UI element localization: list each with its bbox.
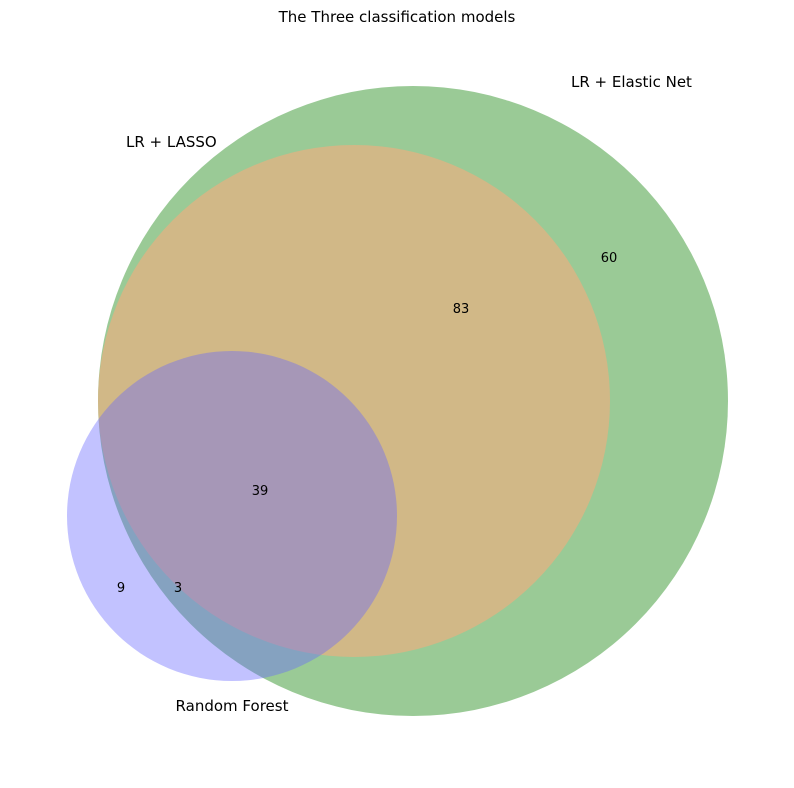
diagram-title: The Three classification models <box>278 8 516 26</box>
set-label-lr-elastic-net: LR + Elastic Net <box>571 73 692 91</box>
region-count-rf-elastic: 3 <box>174 581 182 596</box>
region-count-rf-only: 9 <box>117 581 125 596</box>
set-label-random-forest: Random Forest <box>176 697 289 715</box>
region-count-all-three: 39 <box>252 484 269 499</box>
region-count-elastic-only: 60 <box>601 251 618 266</box>
circle-random-forest <box>67 351 397 681</box>
set-label-lr-lasso: LR + LASSO <box>126 133 217 151</box>
circle-lr-lasso <box>98 145 610 657</box>
region-count-lasso-elastic: 83 <box>453 302 470 317</box>
